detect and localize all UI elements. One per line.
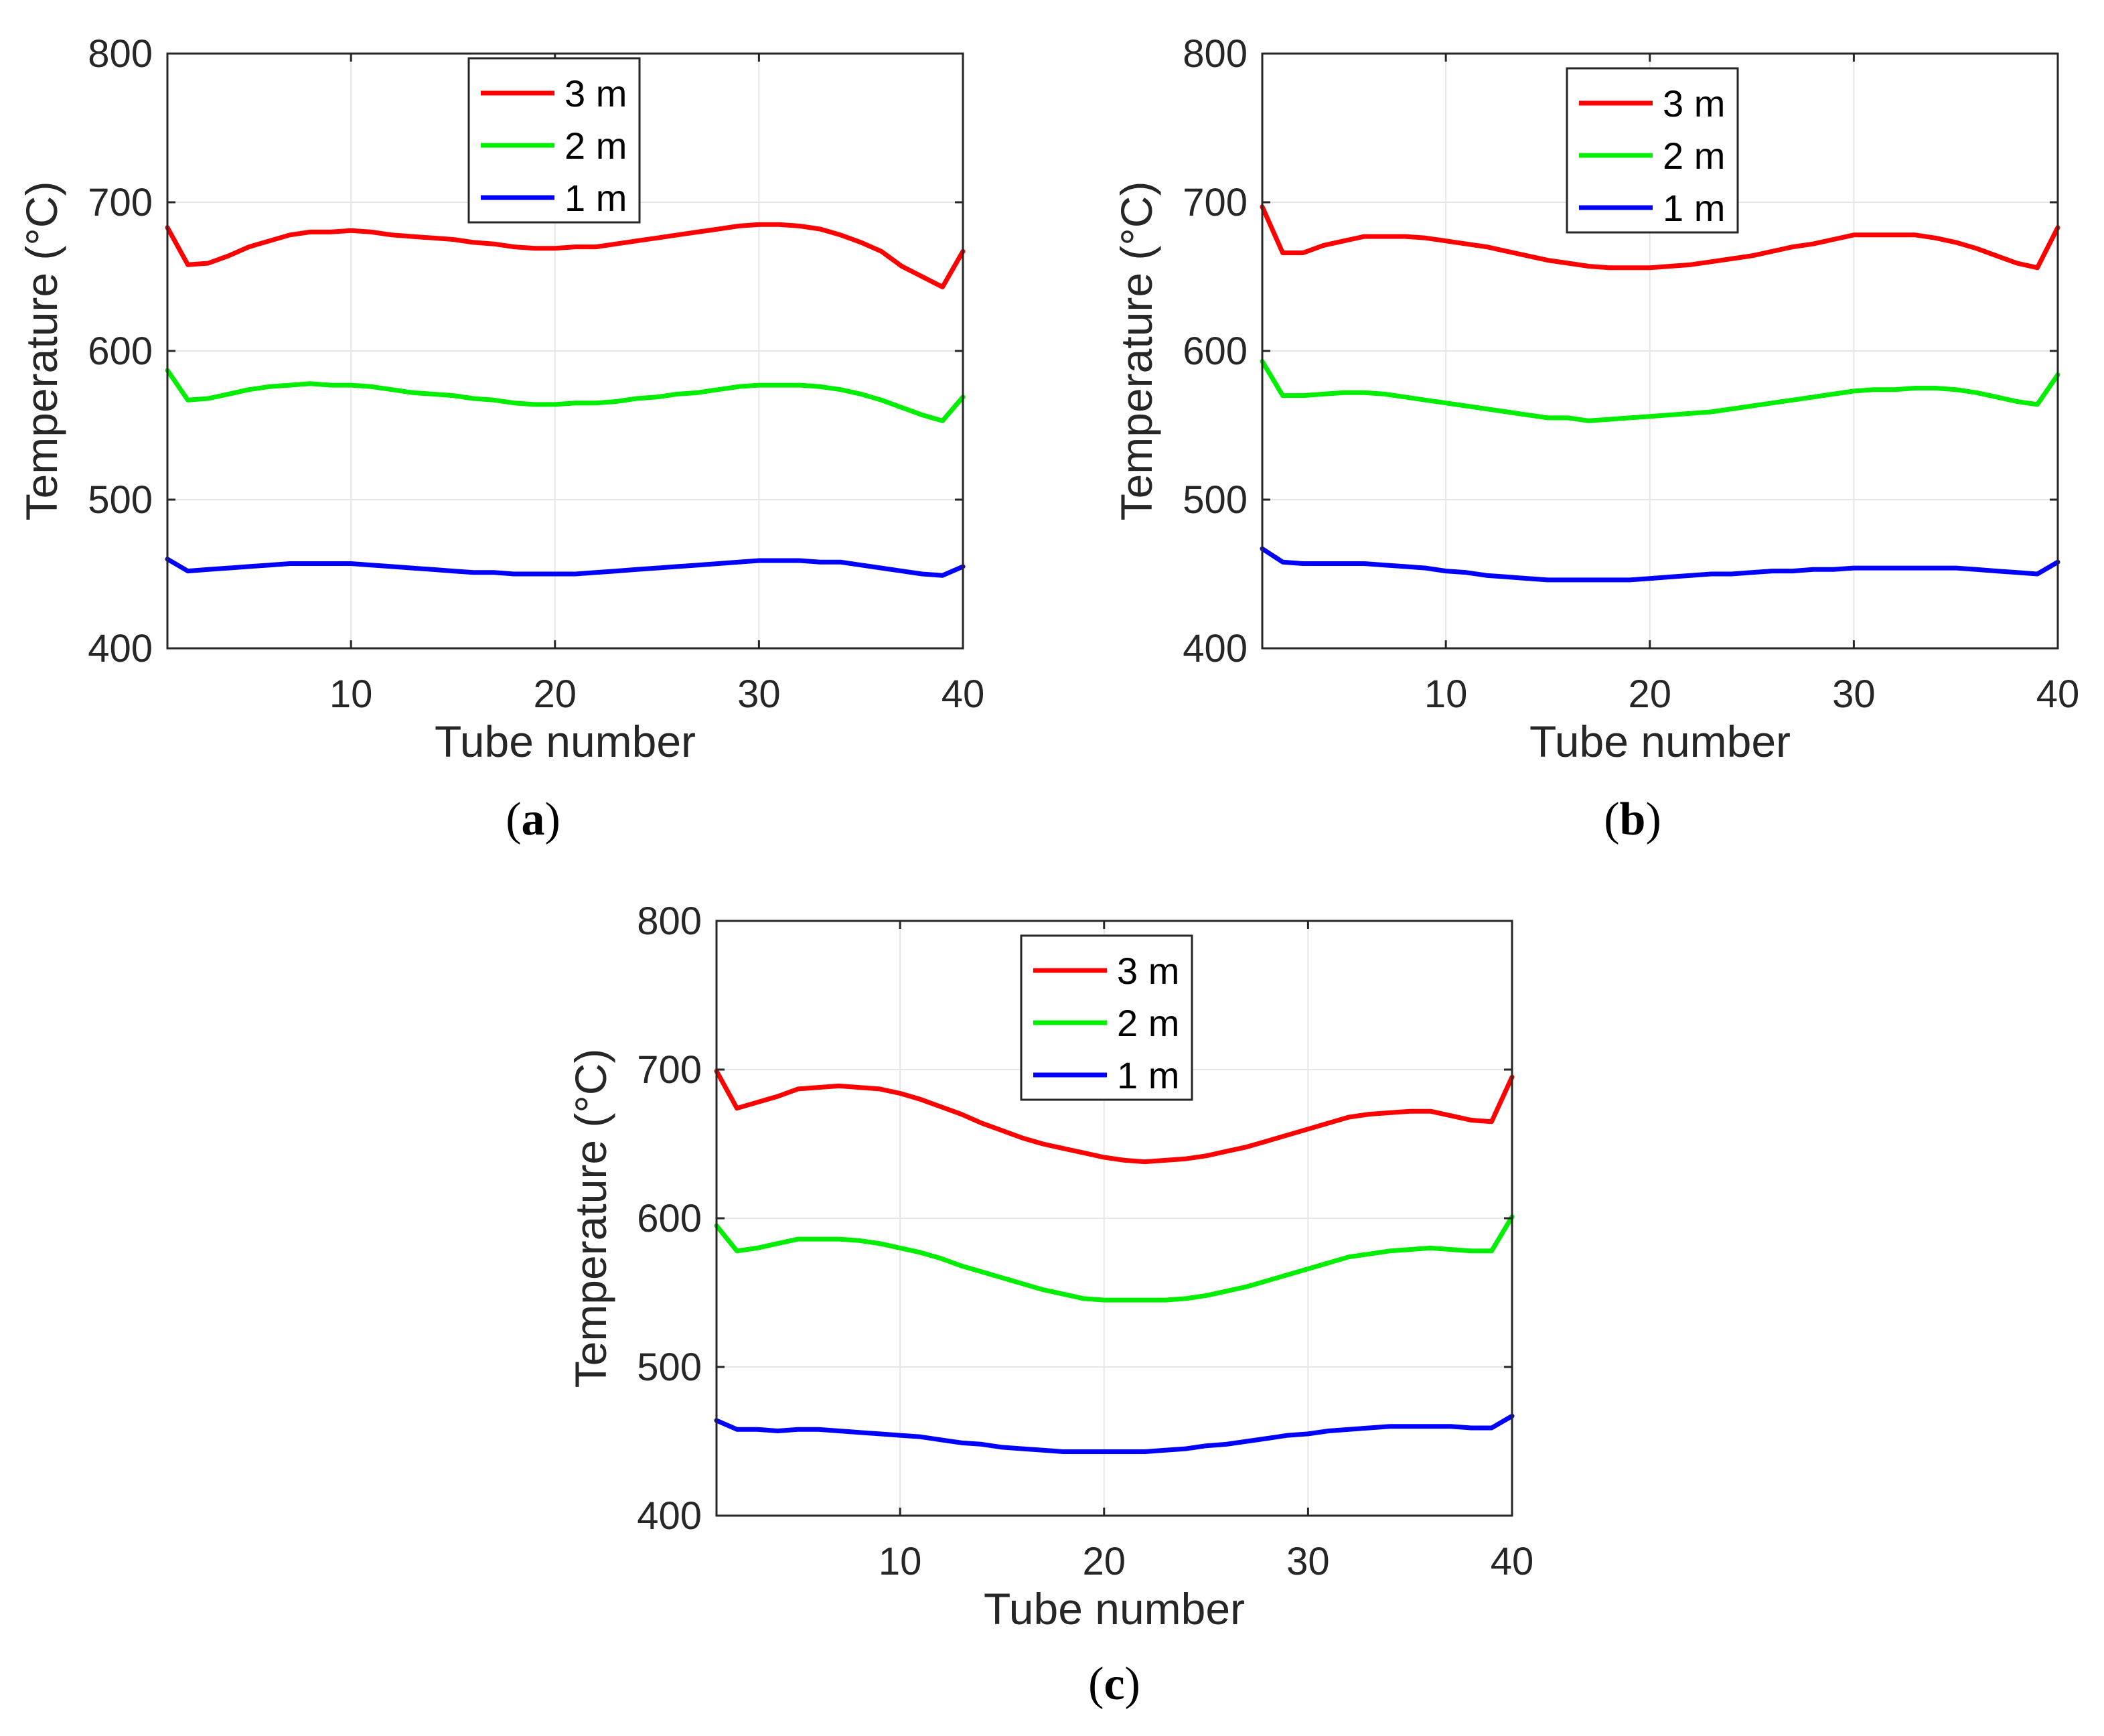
panel-a-legend-label-3m: 3 m — [565, 72, 627, 115]
panel-b-legend-label-2m: 2 m — [1663, 135, 1725, 177]
panel-a-xtick-label-40: 40 — [942, 672, 985, 716]
panel-b-ytick-label-500: 500 — [1183, 478, 1248, 522]
panel-a-legend-label-2m: 2 m — [565, 125, 627, 167]
panel-c-ytick-label-700: 700 — [637, 1048, 702, 1092]
panel-a-xtick-label-20: 20 — [534, 672, 577, 716]
panel-b-legend: 3 m 2 m 1 m — [1566, 67, 1739, 234]
panel-a-y-axis-title: Temperature (°C) — [17, 182, 66, 521]
panel-c-ytick-label-500: 500 — [637, 1346, 702, 1389]
panel-b-xtick-label-40: 40 — [2036, 672, 2080, 716]
panel-b-lines — [1260, 204, 2060, 583]
panel-c-legend-label-2m: 2 m — [1117, 1002, 1179, 1044]
panel-b-ytick-label-400: 400 — [1183, 627, 1248, 670]
panel-c-series-1m — [714, 1413, 1515, 1454]
panel-a-ytick-label-600: 600 — [88, 330, 153, 373]
panel-b-xtick-label-30: 30 — [1832, 672, 1876, 716]
panel-c-label: (c) — [1088, 1658, 1140, 1710]
panel-a-lines — [165, 222, 966, 578]
panel-c-series-2m — [714, 1214, 1515, 1303]
panel-c: 400 500 600 700 800 10 20 30 40 Tube number Temp… — [566, 899, 1533, 1710]
panel-b-ticks: 400 500 600 700 800 10 20 30 40 — [1183, 32, 2079, 716]
panel-b-y-axis-title: Temperature (°C) — [1112, 182, 1161, 521]
panel-a-ytick-label-400: 400 — [88, 627, 153, 670]
panel-a: 400 500 600 700 800 10 20 30 40 Tube number Temp… — [17, 32, 984, 845]
panel-b-legend-label-3m: 3 m — [1663, 82, 1725, 125]
panel-c-legend-box — [1020, 934, 1193, 1101]
panel-b-x-axis-title: Tube number — [1529, 717, 1791, 766]
panel-a-legend-box — [467, 57, 641, 224]
panel-b-ytick-label-800: 800 — [1183, 32, 1248, 76]
panel-c-x-axis-title: Tube number — [984, 1584, 1245, 1634]
panel-a-ytick-label-800: 800 — [88, 32, 153, 76]
panel-b-ytick-label-600: 600 — [1183, 330, 1248, 373]
panel-a-legend: 3 m 2 m 1 m — [467, 57, 641, 224]
panel-c-series-3m — [714, 1068, 1515, 1165]
panel-b-series-3m — [1260, 204, 2060, 271]
panel-a-legend-label-1m: 1 m — [565, 177, 627, 219]
panel-c-y-axis-title: Temperature (°C) — [566, 1049, 615, 1388]
panel-c-xtick-label-30: 30 — [1286, 1540, 1330, 1583]
panel-a-series-2m — [165, 368, 966, 423]
panel-b-legend-label-1m: 1 m — [1663, 187, 1725, 229]
panel-c-legend-label-3m: 3 m — [1117, 950, 1179, 992]
panel-c-grid — [717, 921, 1512, 1516]
panel-a-ytick-label-500: 500 — [88, 478, 153, 522]
panel-a-xtick-label-10: 10 — [329, 672, 373, 716]
panel-b-series-2m — [1260, 359, 2060, 423]
panel-c-ytick-label-800: 800 — [637, 899, 702, 943]
panel-b-series-1m — [1260, 546, 2060, 583]
panel-c-xtick-label-10: 10 — [879, 1540, 922, 1583]
panel-b-label: (b) — [1604, 794, 1661, 845]
panel-b-legend-box — [1566, 67, 1739, 234]
panel-b-xtick-label-10: 10 — [1424, 672, 1468, 716]
panel-c-xtick-label-20: 20 — [1083, 1540, 1126, 1583]
panel-a-ytick-label-700: 700 — [88, 181, 153, 224]
panel-a-series-1m — [165, 557, 966, 578]
panel-a-xtick-label-30: 30 — [737, 672, 781, 716]
panel-a-x-axis-title: Tube number — [435, 717, 696, 766]
panel-b-ytick-label-700: 700 — [1183, 181, 1248, 224]
panel-c-ytick-label-400: 400 — [637, 1494, 702, 1538]
panel-c-ytick-label-600: 600 — [637, 1197, 702, 1240]
panel-c-ticks: 400 500 600 700 800 10 20 30 40 — [637, 899, 1533, 1583]
panel-c-legend: 3 m 2 m 1 m — [1020, 934, 1193, 1101]
panel-a-series-3m — [165, 222, 966, 289]
panel-a-label: (a) — [506, 794, 560, 845]
panel-c-lines — [714, 1068, 1515, 1454]
panel-a-ticks: 400 500 600 700 800 10 20 30 40 — [88, 32, 984, 716]
panel-b-grid — [1262, 54, 2058, 648]
panel-c-xtick-label-40: 40 — [1491, 1540, 1534, 1583]
panel-b-xtick-label-20: 20 — [1629, 672, 1672, 716]
panel-c-legend-label-1m: 1 m — [1117, 1054, 1179, 1096]
panel-b: 400 500 600 700 800 10 20 30 40 Tube number Temp… — [1112, 32, 2079, 845]
